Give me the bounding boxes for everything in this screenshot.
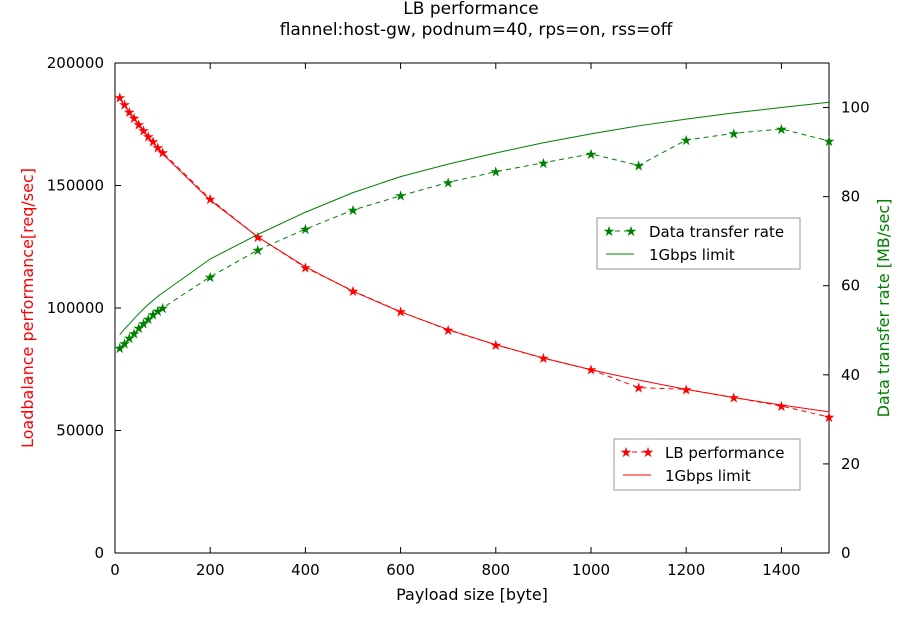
legend-lower-lb-star-2: ★ <box>642 445 655 461</box>
data-point-data-transfer-rate: ★ <box>156 301 169 317</box>
data-point-data-transfer-rate: ★ <box>728 126 741 142</box>
y-right-tick-label: 40 <box>841 366 860 384</box>
x-axis: 0 200 400 600 800 1000 1200 1400 <box>110 63 800 579</box>
data-point-data-transfer-rate: ★ <box>118 337 131 353</box>
data-point-data-transfer-rate: ★ <box>299 222 312 238</box>
legend-upper-transfer-star-1: ★ <box>603 224 616 240</box>
y-axis-right: 0 20 40 60 80 100 <box>823 99 870 562</box>
x-tick-label: 1200 <box>667 561 705 579</box>
data-point-data-transfer-rate: ★ <box>133 321 146 337</box>
x-tick-label: 400 <box>291 561 320 579</box>
x-tick-label: 1400 <box>762 561 800 579</box>
data-point-lb-performance: ★ <box>680 382 693 398</box>
y-left-tick-label: 0 <box>94 544 104 562</box>
legend-lower-limit-label: 1Gbps limit <box>665 467 751 485</box>
y-right-tick-label: 80 <box>841 188 860 206</box>
legend-lower-lb-star-1: ★ <box>620 445 633 461</box>
data-point-data-transfer-rate: ★ <box>823 134 836 150</box>
data-point-lb-performance: ★ <box>585 363 598 379</box>
data-point-lb-performance: ★ <box>113 90 126 106</box>
y-axis-right-label: Data transfer rate [MB/sec] <box>874 199 893 418</box>
legend-upper-transfer-star-2: ★ <box>625 224 638 240</box>
y-axis-left: 0 50000 100000 150000 200000 <box>47 54 121 562</box>
data-point-data-transfer-rate: ★ <box>147 308 160 324</box>
y-right-tick-label: 20 <box>841 455 860 473</box>
data-point-data-transfer-rate: ★ <box>152 304 165 320</box>
legend-upper-limit-label: 1Gbps limit <box>649 246 735 264</box>
data-point-data-transfer-rate: ★ <box>680 133 693 149</box>
data-point-data-transfer-rate: ★ <box>537 156 550 172</box>
data-point-data-transfer-rate: ★ <box>142 312 155 328</box>
data-point-data-transfer-rate: ★ <box>632 158 645 174</box>
x-tick-label: 600 <box>386 561 415 579</box>
x-axis-label: Payload size [byte] <box>396 585 548 604</box>
series-layer: ★★★★★★★★★★★★★★★★★★★★ ★★★★★★★★★★★★★★★★★★★★… <box>113 90 835 426</box>
chart-title: LB performance <box>403 0 538 19</box>
legend-lower-lb-label: LB performance <box>665 444 784 462</box>
data-point-data-transfer-rate: ★ <box>252 243 265 259</box>
x-tick-label: 1000 <box>572 561 610 579</box>
data-point-lb-performance: ★ <box>632 381 645 397</box>
data-point-data-transfer-rate: ★ <box>585 147 598 163</box>
data-point-lb-performance: ★ <box>394 305 407 321</box>
data-point-data-transfer-rate: ★ <box>442 175 455 191</box>
data-point-data-transfer-rate: ★ <box>775 122 788 138</box>
y-left-tick-label: 100000 <box>47 299 104 317</box>
y-right-tick-label: 60 <box>841 277 860 295</box>
legend-upper-transfer-label: Data transfer rate <box>649 223 784 241</box>
y-right-tick-label: 0 <box>841 544 851 562</box>
y-right-tick-label: 100 <box>841 99 870 117</box>
chart-subtitle: flannel:host-gw, podnum=40, rps=on, rss=… <box>280 20 674 40</box>
data-point-lb-performance: ★ <box>442 323 455 339</box>
data-point-data-transfer-rate: ★ <box>113 341 126 357</box>
x-tick-label: 0 <box>110 561 120 579</box>
data-point-data-transfer-rate: ★ <box>204 270 217 286</box>
y-axis-left-label: Loadbalance performance[req/sec] <box>18 168 37 448</box>
y-left-tick-label: 150000 <box>47 177 104 195</box>
data-point-data-transfer-rate: ★ <box>128 326 141 342</box>
data-point-data-transfer-rate: ★ <box>347 203 360 219</box>
data-point-lb-performance: ★ <box>490 338 503 354</box>
legend-lower: ★ ★ LB performance 1Gbps limit <box>613 438 801 491</box>
data-point-lb-performance: ★ <box>823 410 836 426</box>
data-point-lb-performance: ★ <box>775 399 788 415</box>
series-line-1gbps-limit-right <box>119 101 830 336</box>
x-tick-label: 200 <box>196 561 225 579</box>
series-line-1gbps-limit-left <box>119 98 830 413</box>
y-left-tick-label: 200000 <box>47 54 104 72</box>
x-tick-label: 800 <box>481 561 510 579</box>
legend-upper: ★ ★ Data transfer rate 1Gbps limit <box>596 217 801 270</box>
data-point-data-transfer-rate: ★ <box>123 331 136 347</box>
data-point-data-transfer-rate: ★ <box>490 165 503 181</box>
series-line-data-transfer-rate-right <box>119 128 830 349</box>
data-point-lb-performance: ★ <box>537 351 550 367</box>
y-left-tick-label: 50000 <box>56 422 104 440</box>
data-point-data-transfer-rate: ★ <box>137 317 150 333</box>
data-point-lb-performance: ★ <box>728 390 741 406</box>
data-point-data-transfer-rate: ★ <box>394 189 407 205</box>
